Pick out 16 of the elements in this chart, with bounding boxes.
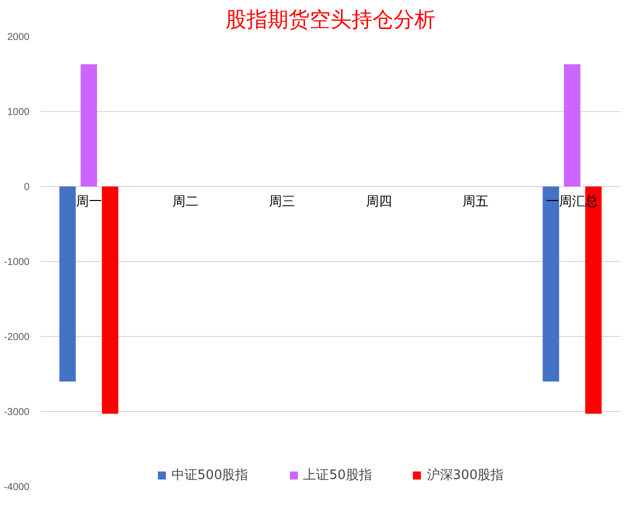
legend-label: 上证50股指 [303, 467, 372, 484]
x-tick-label: 周一 [76, 194, 102, 210]
y-tick-label: -4000 [4, 482, 30, 493]
x-tick-label: 周五 [462, 194, 488, 210]
y-tick-label: -2000 [4, 332, 30, 343]
legend-label: 沪深300股指 [426, 467, 504, 484]
x-tick-label: 周四 [366, 194, 392, 210]
legend-label: 中证500股指 [171, 467, 248, 484]
x-tick-label: 周二 [172, 194, 198, 210]
chart-title: 股指期货空头持仓分析 [226, 8, 436, 32]
y-tick-label: 1000 [7, 107, 30, 118]
y-tick-label: 2000 [7, 32, 30, 43]
y-tick-label: 0 [24, 182, 30, 193]
y-tick-label: -1000 [4, 257, 30, 268]
y-tick-label: -3000 [4, 407, 30, 418]
x-tick-label: 周三 [269, 194, 296, 210]
